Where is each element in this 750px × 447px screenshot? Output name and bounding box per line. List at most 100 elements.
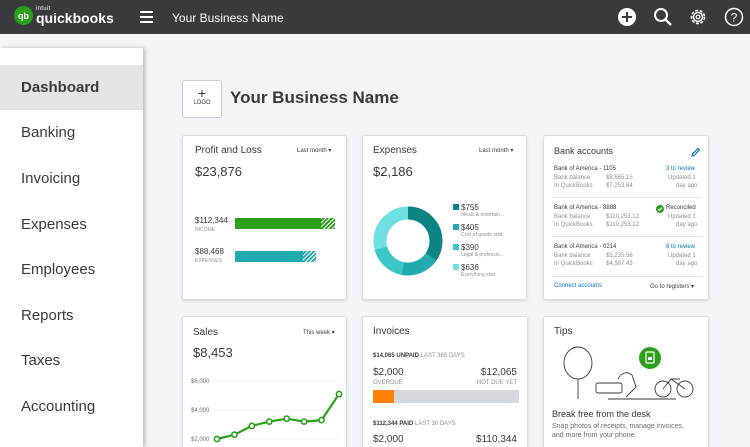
expenses-total: $2,186 [373, 164, 413, 179]
invoices-card[interactable]: Invoices $14,065 UNPAID LAST 365 DAYS $2… [362, 316, 528, 447]
chevron-down-icon: ▾ [328, 148, 332, 154]
sidebar-item-taxes[interactable]: Taxes [21, 352, 61, 369]
donut-slice-3[interactable] [373, 206, 443, 276]
legend-amount: $405 [461, 223, 479, 232]
income-amount: $112,344 [195, 216, 228, 225]
profit-loss-title: Profit and Loss [195, 145, 262, 156]
bank-account-name[interactable]: Bank of America - 1105 [554, 166, 616, 172]
expenses-bar-projected [303, 251, 316, 262]
connect-accounts-link[interactable]: Connect accounts [554, 283, 603, 289]
go-to-registers-label: Go to registers [650, 284, 690, 290]
unpaid-amount: $14,065 [373, 353, 395, 359]
sales-point[interactable] [318, 416, 325, 424]
profit-loss-total: $23,876 [195, 164, 242, 179]
expenses-donut-chart[interactable] [371, 204, 445, 278]
sales-point[interactable] [248, 422, 256, 430]
sales-total: $8,453 [193, 345, 233, 360]
sales-point[interactable] [300, 418, 308, 425]
sales-line-chart[interactable]: $6,000 $4,000 $2,000 [183, 371, 346, 447]
updated-age: day ago [676, 261, 698, 267]
overdue-label: OVERDUE [373, 380, 403, 386]
bank-account-name[interactable]: Bank of America - 0214 [554, 244, 617, 250]
sidebar-item-employees[interactable]: Employees [21, 261, 96, 278]
search-icon[interactable] [653, 7, 673, 27]
header-business-name: Your Business Name [172, 11, 284, 25]
updated-age: day ago [676, 222, 698, 228]
tip-line-2: and more from your phone. [552, 432, 637, 439]
tip-line-1: Snap photos of receipts, manage invoices… [552, 423, 684, 430]
expenses-range-dropdown[interactable]: Last month ▾ [479, 147, 513, 154]
unpaid-progress-bar[interactable] [373, 390, 519, 403]
sidebar-item-reports[interactable]: Reports [21, 307, 74, 324]
sidebar: Dashboard Banking Invoicing Expenses Emp… [0, 48, 143, 447]
bank-account-name[interactable]: Bank of America - 8888 [554, 205, 617, 211]
unpaid-summary: $14,065 UNPAID LAST 365 DAYS [373, 353, 465, 359]
plus-icon: + [197, 85, 207, 101]
paid-period: LAST 30 DAYS [414, 421, 456, 427]
tip-headline: Break free from the desk [552, 409, 651, 419]
bank-balance-label: Bank balance [554, 253, 591, 259]
income-bar-projected [321, 218, 335, 229]
legend-amount: $636 [461, 263, 479, 272]
sales-point[interactable] [213, 435, 221, 443]
chevron-down-icon: ▾ [510, 148, 514, 154]
sales-range-label: This week [303, 330, 331, 336]
pencil-icon[interactable] [690, 147, 701, 158]
income-label: INCOME [195, 227, 215, 233]
sidebar-item-expenses[interactable]: Expenses [21, 216, 87, 233]
tips-card[interactable]: Tips Break free from the desk Snap photo… [543, 316, 709, 447]
profit-loss-card[interactable]: Profit and Loss Last month ▾ $23,876 $11… [182, 135, 347, 300]
invoices-title: Invoices [373, 326, 410, 337]
updated-label: Updated 1 [668, 253, 696, 259]
sales-point[interactable] [265, 418, 273, 425]
sales-card[interactable]: Sales This week ▾ $8,453 $6,000 $4,000 $2,… [182, 316, 347, 447]
updated-label: Updated 1 [668, 214, 696, 220]
quickbooks-balance-value: $7,253.64 [606, 183, 633, 189]
expenses-title: Expenses [373, 145, 417, 156]
tips-title: Tips [554, 326, 573, 337]
gear-icon[interactable] [688, 7, 708, 27]
divider [552, 236, 702, 237]
expenses-bar[interactable] [235, 251, 303, 262]
mobile-illustration [563, 346, 694, 400]
chevron-down-icon: ▾ [691, 284, 695, 290]
divider [552, 197, 702, 198]
sidebar-item-dashboard[interactable]: Dashboard [0, 65, 143, 110]
sidebar-item-invoicing[interactable]: Invoicing [21, 170, 81, 187]
review-link[interactable]: 3 to review [666, 166, 696, 172]
reconciled-status: Reconciled [666, 205, 696, 211]
expenses-range-label: Last month [479, 148, 509, 154]
sidebar-item-banking[interactable]: Banking [21, 124, 76, 141]
divider [552, 276, 702, 277]
income-bar[interactable] [235, 218, 321, 229]
review-link[interactable]: 8 to review [666, 244, 696, 250]
sidebar-item-accounting[interactable]: Accounting [21, 398, 96, 415]
legend-swatch [453, 264, 459, 270]
bank-balance-value: $8,665.15 [606, 175, 633, 181]
add-logo-button[interactable]: + LOGO [182, 80, 222, 118]
help-icon[interactable]: ? [724, 7, 744, 27]
quickbooks-logo[interactable]: qb intuit quickbooks [14, 6, 114, 25]
y-tick-label: $4,000 [191, 408, 210, 414]
profit-loss-range-dropdown[interactable]: Last month ▾ [297, 147, 331, 154]
go-to-registers-dropdown[interactable]: Go to registers ▾ [650, 283, 694, 290]
sales-point[interactable] [283, 415, 291, 423]
donut-slice-1[interactable] [373, 206, 443, 276]
sales-point[interactable] [231, 431, 238, 439]
legend-amount: $755 [461, 203, 479, 212]
bank-accounts-card[interactable]: Bank accounts Bank of America - 1105 3 t… [543, 135, 709, 300]
sales-range-dropdown[interactable]: This week ▾ [303, 329, 335, 336]
paid-amount: $112,344 [373, 421, 398, 427]
menu-icon[interactable] [140, 11, 153, 23]
sales-point[interactable] [335, 390, 343, 398]
expenses-card[interactable]: Expenses Last month ▾ $2,186 $755 Meals … [362, 135, 527, 300]
create-plus-icon[interactable] [617, 7, 637, 27]
bank-balance-value: $110,253.12 [606, 214, 639, 220]
quickbooks-balance-value: $110,253.12 [606, 222, 639, 228]
quickbooks-balance-label: In QuickBooks [554, 261, 593, 267]
bank-balance-label: Bank balance [554, 175, 591, 181]
updated-label: Updated 1 [668, 175, 696, 181]
bank-balance-value: $5,235.56 [606, 253, 633, 259]
company-name: Your Business Name [230, 88, 399, 107]
chevron-down-icon: ▾ [331, 330, 335, 336]
